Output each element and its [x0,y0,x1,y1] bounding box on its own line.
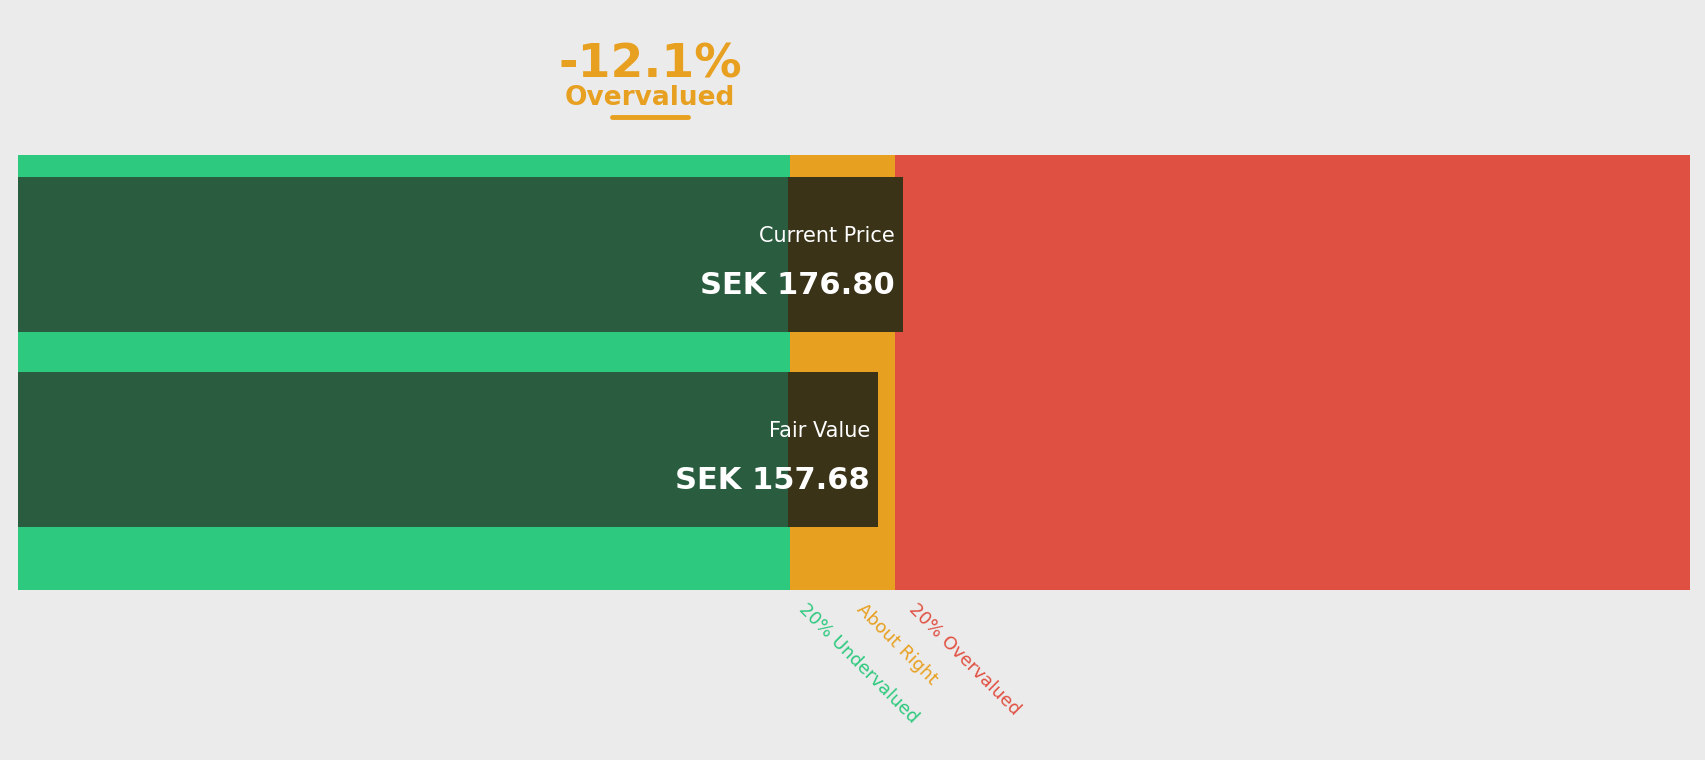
Bar [19,527,789,552]
Bar [789,155,895,590]
Bar [19,155,789,177]
Bar [895,155,1690,590]
Text: 20% Undervalued: 20% Undervalued [795,600,921,727]
Bar [19,155,789,590]
Text: SEK 157.68: SEK 157.68 [675,466,870,495]
Text: -12.1%: -12.1% [558,42,742,87]
Text: SEK 176.80: SEK 176.80 [699,271,895,300]
Text: Fair Value: Fair Value [769,421,870,441]
Bar [19,177,789,332]
Text: 20% Overvalued: 20% Overvalued [904,600,1023,719]
Text: Overvalued: Overvalued [564,85,735,111]
Bar [19,372,789,527]
Bar [788,372,878,527]
Bar [19,332,789,372]
Text: Current Price: Current Price [759,226,895,246]
Text: About Right: About Right [852,600,939,688]
Bar [788,177,902,332]
